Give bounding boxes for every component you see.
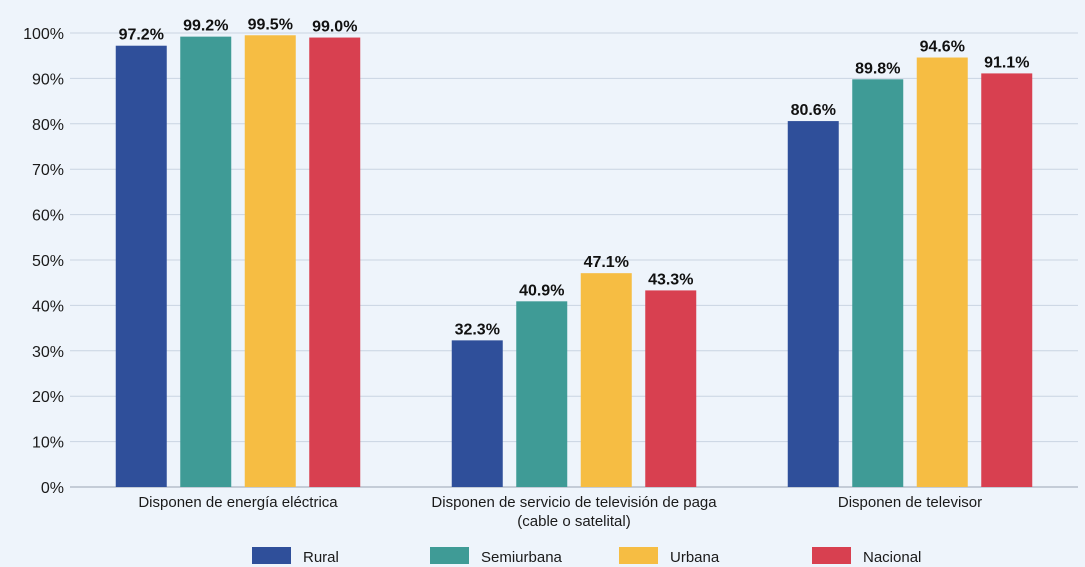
x-category-label: Disponen de energía eléctrica [138,494,338,511]
y-tick-label: 80% [32,117,64,134]
y-tick-label: 30% [32,344,64,361]
legend-label-urbana: Urbana [670,549,720,566]
legend-label-nacional: Nacional [863,549,921,566]
data-label: 97.2% [119,27,164,44]
legend-swatch-urbana [619,547,658,564]
y-tick-label: 20% [32,389,64,406]
bar-rural-2 [451,340,503,487]
bars [115,35,1033,488]
legend-swatch-rural [252,547,291,564]
bar-nacional-1 [309,37,361,487]
data-labels: 97.2% 99.2% 99.5% 99.0% 32.3% 40.9% 47.1% 43.3%… [119,16,1030,338]
y-tick-label: 0% [41,480,64,497]
y-tick-label: 100% [23,26,64,43]
y-tick-label: 50% [32,253,64,270]
data-label: 91.1% [984,54,1029,71]
data-label: 47.1% [584,254,629,271]
bar-semiurbana-3 [852,79,904,488]
y-tick-label: 90% [32,71,64,88]
y-axis-ticks: 0% 10% 20% 30% 40% 50% 60% 70% 80% 90% 100% [23,26,64,497]
data-label: 99.2% [183,18,228,35]
bar-semiurbana-2 [516,301,568,487]
data-label: 99.0% [312,19,357,36]
bar-rural-3 [787,121,839,488]
data-label: 99.5% [248,16,293,33]
category-labels: Disponen de energía eléctrica Disponen de… [138,494,982,530]
bar-rural-1 [115,45,167,487]
y-tick-label: 40% [32,298,64,315]
legend-swatch-semiurbana [430,547,469,564]
legend: Rural Semiurbana Urbana Nacional [252,547,921,566]
bar-nacional-3 [981,73,1033,487]
data-label: 43.3% [648,271,693,288]
data-label: 32.3% [455,321,500,338]
bar-semiurbana-1 [180,36,232,488]
bar-urbana-3 [916,57,968,488]
legend-label-semiurbana: Semiurbana [481,549,563,566]
x-category-label: Disponen de servicio de televisión de pa… [431,494,717,511]
x-category-label: (cable o satelital) [517,513,630,530]
x-category-label: Disponen de televisor [838,494,982,511]
legend-swatch-nacional [812,547,851,564]
bar-urbana-2 [580,273,632,487]
y-tick-label: 70% [32,162,64,179]
bar-nacional-2 [645,290,697,487]
data-label: 80.6% [791,102,836,119]
data-label: 40.9% [519,282,564,299]
data-label: 94.6% [920,39,965,56]
data-label: 89.8% [855,60,900,77]
bar-urbana-1 [244,35,296,488]
y-tick-label: 60% [32,208,64,225]
y-tick-label: 10% [32,435,64,452]
gridlines [70,32,1078,488]
legend-label-rural: Rural [303,549,339,566]
